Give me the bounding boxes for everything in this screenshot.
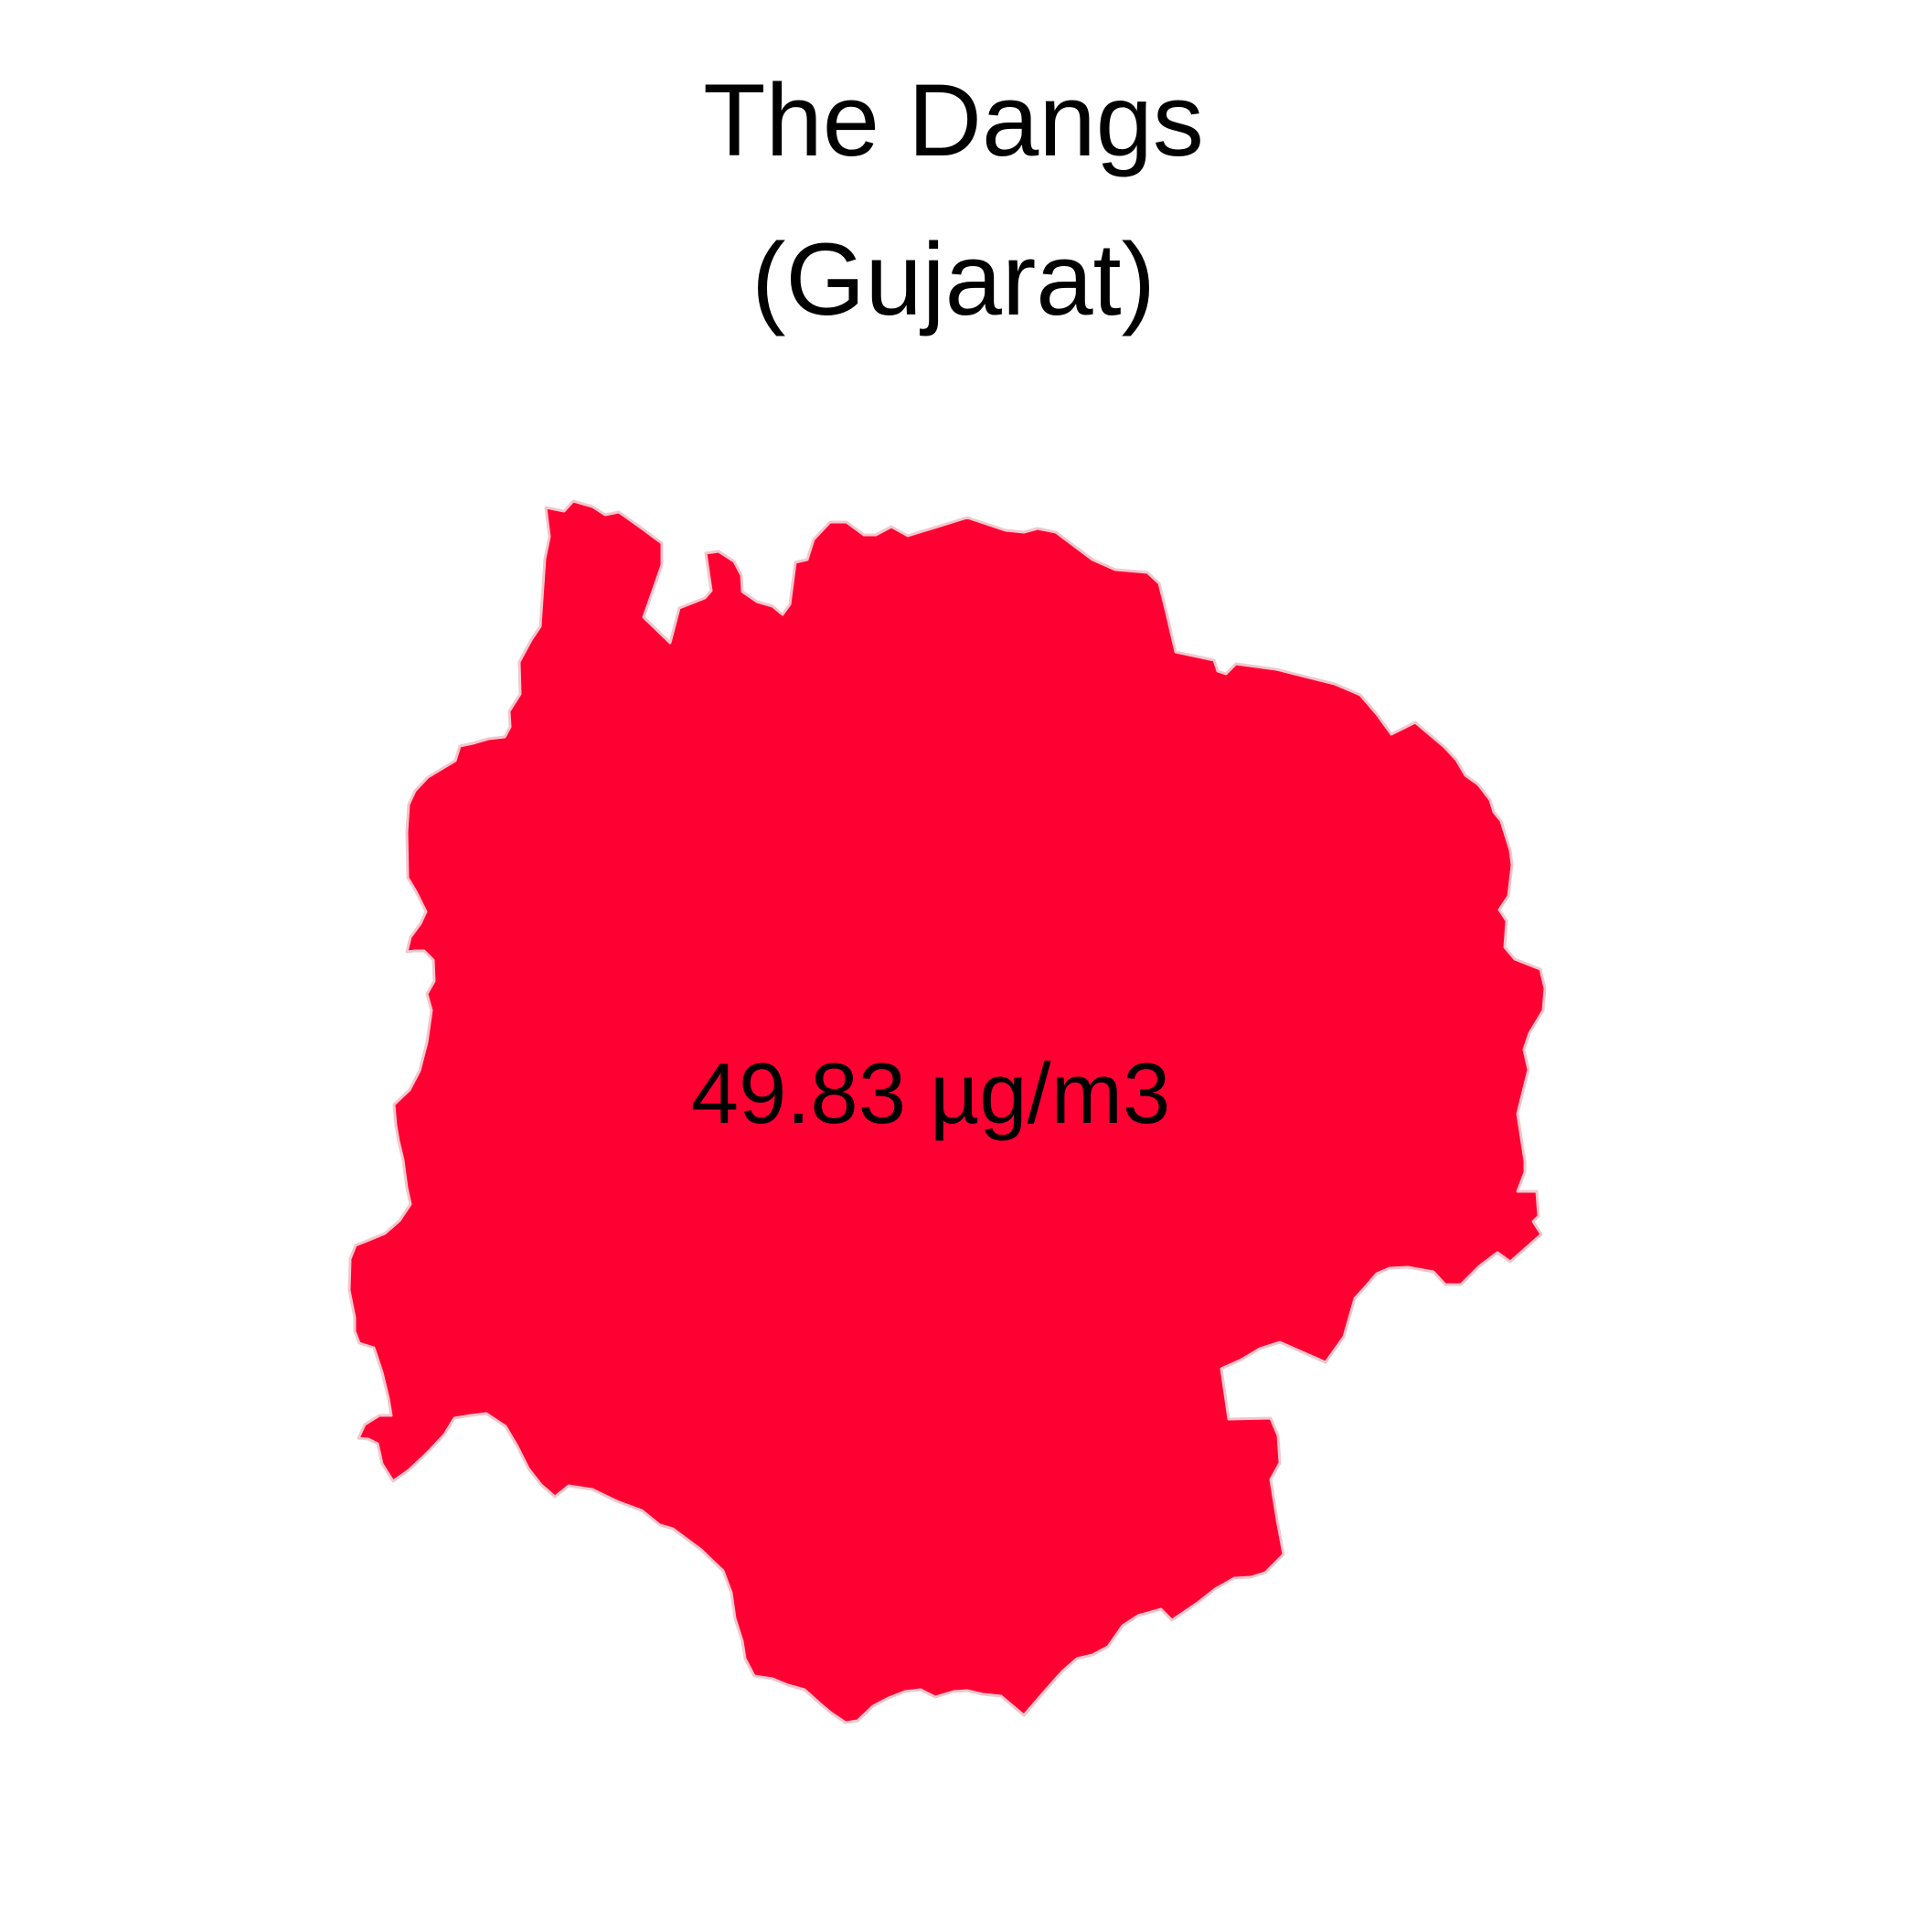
district-region-the-dangs[interactable] [347,499,1547,1724]
map-subtitle: (Gujarat) [751,222,1156,336]
map-title: The Dangs [703,63,1204,177]
pollution-value-label: 49.83 µg/m3 [691,1045,1170,1141]
